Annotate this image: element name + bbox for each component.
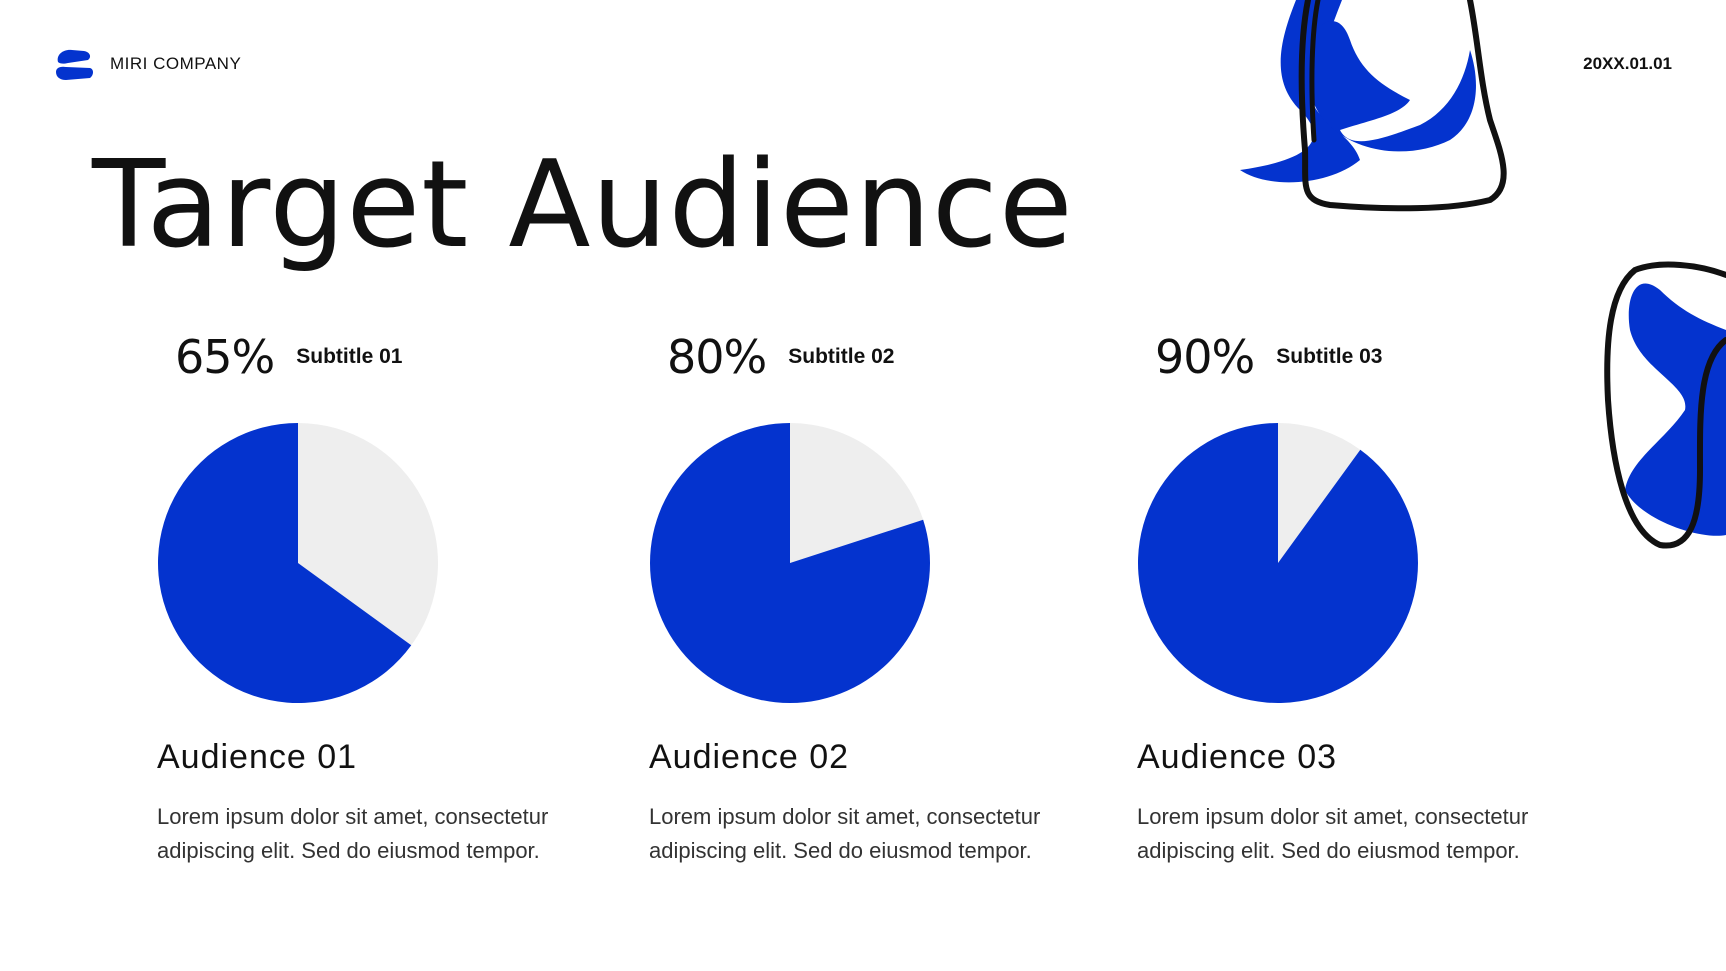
percent-label: 90% bbox=[1155, 330, 1255, 384]
subtitle-label: Subtitle 01 bbox=[296, 345, 403, 368]
pie-slice-other bbox=[1278, 423, 1361, 563]
stat-header: 65% Subtitle 01 bbox=[175, 330, 402, 384]
page-title: Target Audience bbox=[92, 136, 1074, 275]
pie-slice-target bbox=[157, 423, 412, 703]
percent-label: 65% bbox=[175, 330, 275, 384]
header-date: 20XX.01.01 bbox=[1583, 54, 1672, 73]
pie-slice-target bbox=[1138, 423, 1418, 703]
audience-description: Lorem ipsum dolor sit amet, consectetur … bbox=[1137, 804, 1529, 863]
company-name: MIRI COMPANY bbox=[110, 54, 242, 73]
stat-header: 90% Subtitle 03 bbox=[1155, 330, 1382, 384]
audience-title: Audience 03 bbox=[1137, 738, 1338, 776]
pie-chart bbox=[1138, 423, 1418, 703]
company-logo-icon bbox=[56, 49, 93, 80]
pie-slice-other bbox=[790, 423, 924, 563]
audience-title: Audience 02 bbox=[649, 738, 850, 776]
pie-slice-target bbox=[650, 423, 930, 703]
pie-chart bbox=[157, 423, 438, 703]
percent-label: 80% bbox=[667, 330, 767, 384]
audience-description: Lorem ipsum dolor sit amet, consectetur … bbox=[649, 804, 1041, 863]
pie-chart bbox=[650, 423, 930, 703]
audience-description: Lorem ipsum dolor sit amet, consectetur … bbox=[157, 804, 549, 863]
subtitle-label: Subtitle 02 bbox=[788, 345, 895, 368]
audience-title: Audience 01 bbox=[157, 738, 358, 776]
stat-header: 80% Subtitle 02 bbox=[667, 330, 894, 384]
subtitle-label: Subtitle 03 bbox=[1276, 345, 1383, 368]
pie-slice-other bbox=[298, 423, 438, 646]
